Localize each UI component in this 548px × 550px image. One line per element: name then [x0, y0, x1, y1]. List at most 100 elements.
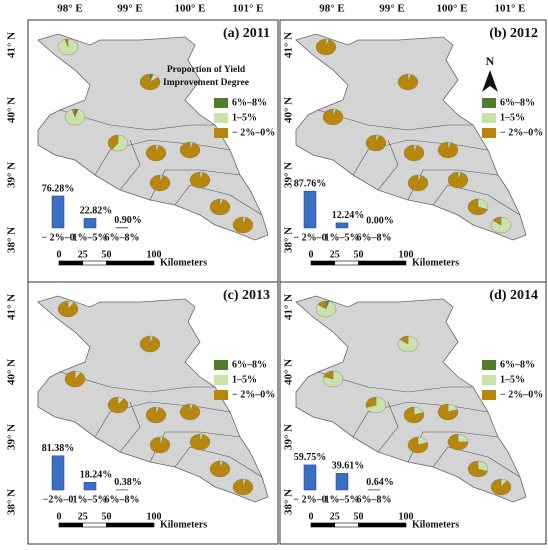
pie-slice [492, 216, 502, 226]
latitude-label: 40° N [6, 97, 18, 123]
bar-value-label: 18.24% [80, 470, 113, 481]
legend-swatch [482, 98, 496, 108]
scale-segment [82, 522, 107, 528]
scale-tick-label: 100 [399, 249, 414, 260]
bar-value-label: 39.61% [332, 461, 365, 472]
legend-label: 6%–8% [500, 97, 535, 108]
bar-value-label: 76.28% [42, 183, 75, 194]
scale-tick-label: 25 [78, 511, 88, 522]
region-outline [37, 33, 269, 241]
scale-tick-label: 100 [147, 249, 162, 260]
pie-slice [179, 141, 201, 159]
pie-slice [189, 433, 211, 451]
legend-swatch [482, 128, 496, 138]
pie-slice [179, 403, 201, 421]
region-outline [295, 295, 527, 503]
bar-value-label: 12.24% [332, 210, 365, 221]
pie-slice [145, 144, 167, 162]
county-boundary [352, 401, 489, 438]
pie-slice [447, 433, 469, 451]
scale-segment [82, 260, 107, 266]
panel-title: (d) 2014 [489, 288, 538, 303]
bar-category-label: 1%–5% [325, 494, 360, 505]
north-arrow [482, 70, 498, 92]
panel-frame [27, 281, 279, 545]
panel: 41° N 40° N 39° N 38° N (b) 2012 6%–8% 1–5% − 2… [279, 19, 547, 283]
longitude-label: 99° E [379, 3, 405, 15]
region-outline [37, 295, 269, 503]
latitude-label: 38° N [283, 489, 295, 515]
latitude-label: 40° N [283, 97, 295, 123]
county-boundary [119, 139, 141, 191]
bar-value-label: 22.82% [80, 206, 113, 217]
bar-category-label: 1%–5% [73, 494, 108, 505]
pie-slice [467, 198, 488, 216]
county-boundary [377, 139, 399, 191]
bar [83, 218, 97, 229]
legend-label: 6%–8% [232, 359, 267, 370]
panel-title: (a) 2011 [223, 26, 270, 41]
bar [303, 190, 317, 229]
scale-segment [358, 522, 407, 528]
legend-swatch [214, 98, 228, 108]
bar-category-label: 6%–8% [357, 232, 392, 243]
bar-category-label: 6%–8% [105, 232, 140, 243]
panel: 41° N 40° N 39° N 38° N (a) 2011 Proportion o… [6, 19, 279, 283]
legend-swatch [482, 375, 496, 385]
pie-slice [139, 335, 161, 353]
pie-slice [64, 370, 86, 388]
legend-swatch [482, 113, 496, 123]
pie-slice [232, 478, 254, 496]
scale-tick-label: 25 [78, 249, 88, 260]
legend-label: 1–5% [232, 374, 257, 385]
bar-category-label: 6%–8% [357, 494, 392, 505]
pie-slice [232, 216, 254, 234]
pie-slice [437, 403, 459, 421]
pie-slice [397, 73, 419, 91]
latitude-label: 41° N [283, 32, 295, 58]
longitude-label: 98° E [57, 3, 83, 15]
scale-segment [58, 522, 84, 528]
scale-segment [334, 522, 359, 528]
latitude-label: 38° N [283, 227, 295, 253]
bar [51, 195, 65, 229]
legend-swatch [214, 375, 228, 385]
county-boundary [352, 139, 489, 176]
pie-slice [447, 171, 469, 189]
longitude-label: 101° E [495, 3, 526, 15]
longitude-label: 100° E [175, 3, 206, 15]
legend-label: 1–5% [500, 112, 525, 123]
north-label: N [486, 54, 495, 68]
scale-segment [334, 260, 359, 266]
panel-frame [279, 281, 547, 545]
scale-tick-label: 0 [309, 511, 314, 522]
pie-slice [189, 171, 211, 189]
panel-title: (c) 2013 [223, 288, 270, 303]
pie-slice [407, 436, 429, 454]
scale-tick-label: 0 [309, 249, 314, 260]
pie-slice [209, 198, 231, 216]
county-boundary [432, 184, 521, 216]
bar [335, 473, 349, 491]
longitude-label: 99° E [117, 3, 143, 15]
legend-label: 1–5% [232, 112, 257, 123]
scale-tick-label: 0 [57, 249, 62, 260]
county-boundary [94, 401, 231, 438]
pie-slice [139, 73, 161, 91]
latitude-label: 40° N [283, 359, 295, 385]
scale-tick-label: 100 [399, 511, 414, 522]
legend-label: − 2%–0% [232, 389, 275, 400]
legend-label: 6%–8% [232, 97, 267, 108]
legend-swatch [214, 360, 228, 370]
county-boundary [94, 139, 231, 176]
panel: 41° N 40° N 39° N 38° N (d) 2014 6%–8% 1–5% − 2… [279, 281, 547, 545]
pie-slice [490, 478, 512, 496]
pie-slice [64, 38, 69, 48]
pie-slice [407, 174, 429, 192]
bar-category-label: − 2%–0 [41, 232, 74, 243]
scale-segment [106, 260, 155, 266]
pie-slice [149, 174, 171, 192]
scale-unit: Kilometers [160, 257, 207, 268]
pie-slice [64, 109, 86, 126]
